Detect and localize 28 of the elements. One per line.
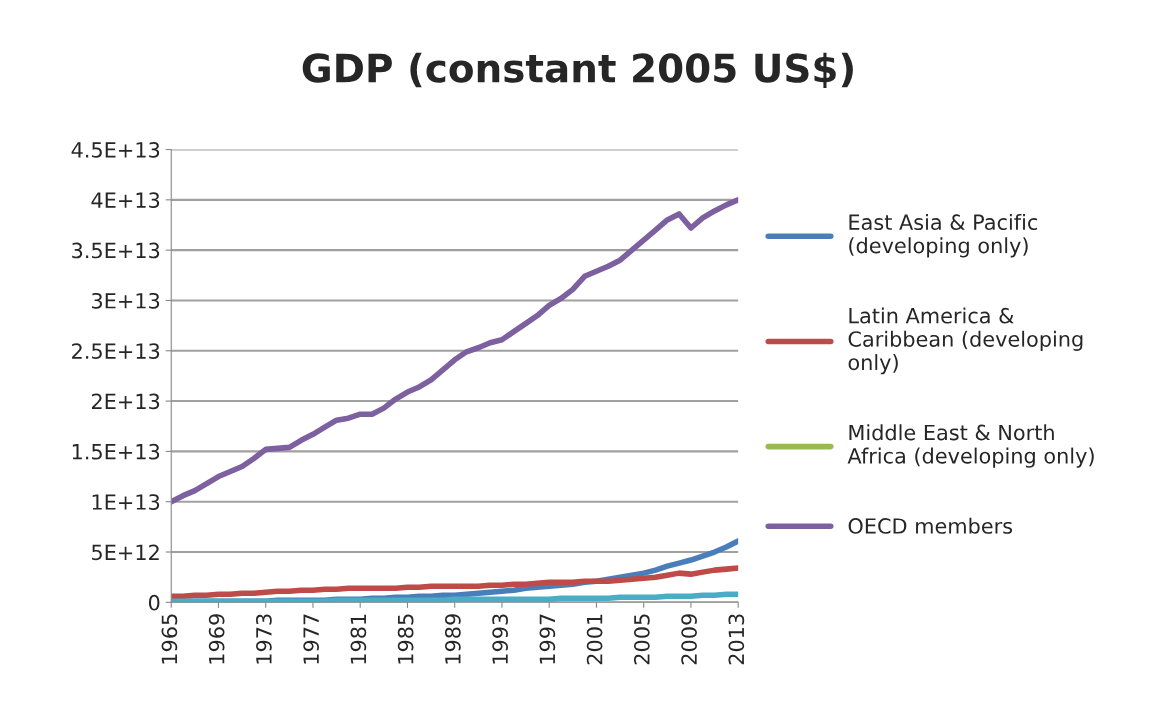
x-tick-label: 2013	[728, 614, 745, 665]
chart-title: GDP (constant 2005 US$)	[302, 52, 853, 88]
x-tick-label: 2005	[633, 614, 650, 665]
x-tick-label: 2009	[681, 614, 697, 665]
y-tick-label: 4.5E+13	[71, 141, 160, 158]
x-tick-label: 1993	[492, 614, 508, 664]
legend-label: Latin America & Caribbean (developing only)	[848, 307, 1083, 375]
x-tick-label: 1965	[161, 614, 178, 664]
y-tick-label: 1.5E+13	[72, 443, 160, 460]
x-tick-label: 1985	[397, 614, 414, 664]
y-tick-label: 3E+13	[92, 292, 160, 309]
x-tick-label: 1997	[539, 614, 556, 664]
x-tick-label: 1973	[256, 614, 272, 664]
x-tick-label: 1981	[350, 614, 367, 664]
legend-label: OECD members	[848, 517, 1013, 534]
y-tick-label: 4E+13	[91, 192, 160, 209]
y-tick-label: 5E+12	[92, 544, 159, 561]
x-tick-label: 1989	[444, 614, 461, 664]
y-tick-label: 1E+13	[92, 494, 160, 510]
x-tick-label: 1969	[208, 614, 225, 664]
x-tick-label: 1977	[303, 614, 320, 664]
legend-label: East Asia & Pacific (developing only)	[849, 213, 1038, 258]
x-tick-label: 2001	[586, 614, 603, 665]
legend-label: Middle East & North Africa (developing only)	[847, 424, 1094, 468]
y-tick-label: 3.5E+13	[72, 242, 160, 259]
y-tick-label: 0	[148, 594, 160, 611]
y-tick-label: 2.5E+13	[72, 343, 160, 359]
y-tick-label: 2E+13	[91, 393, 160, 410]
